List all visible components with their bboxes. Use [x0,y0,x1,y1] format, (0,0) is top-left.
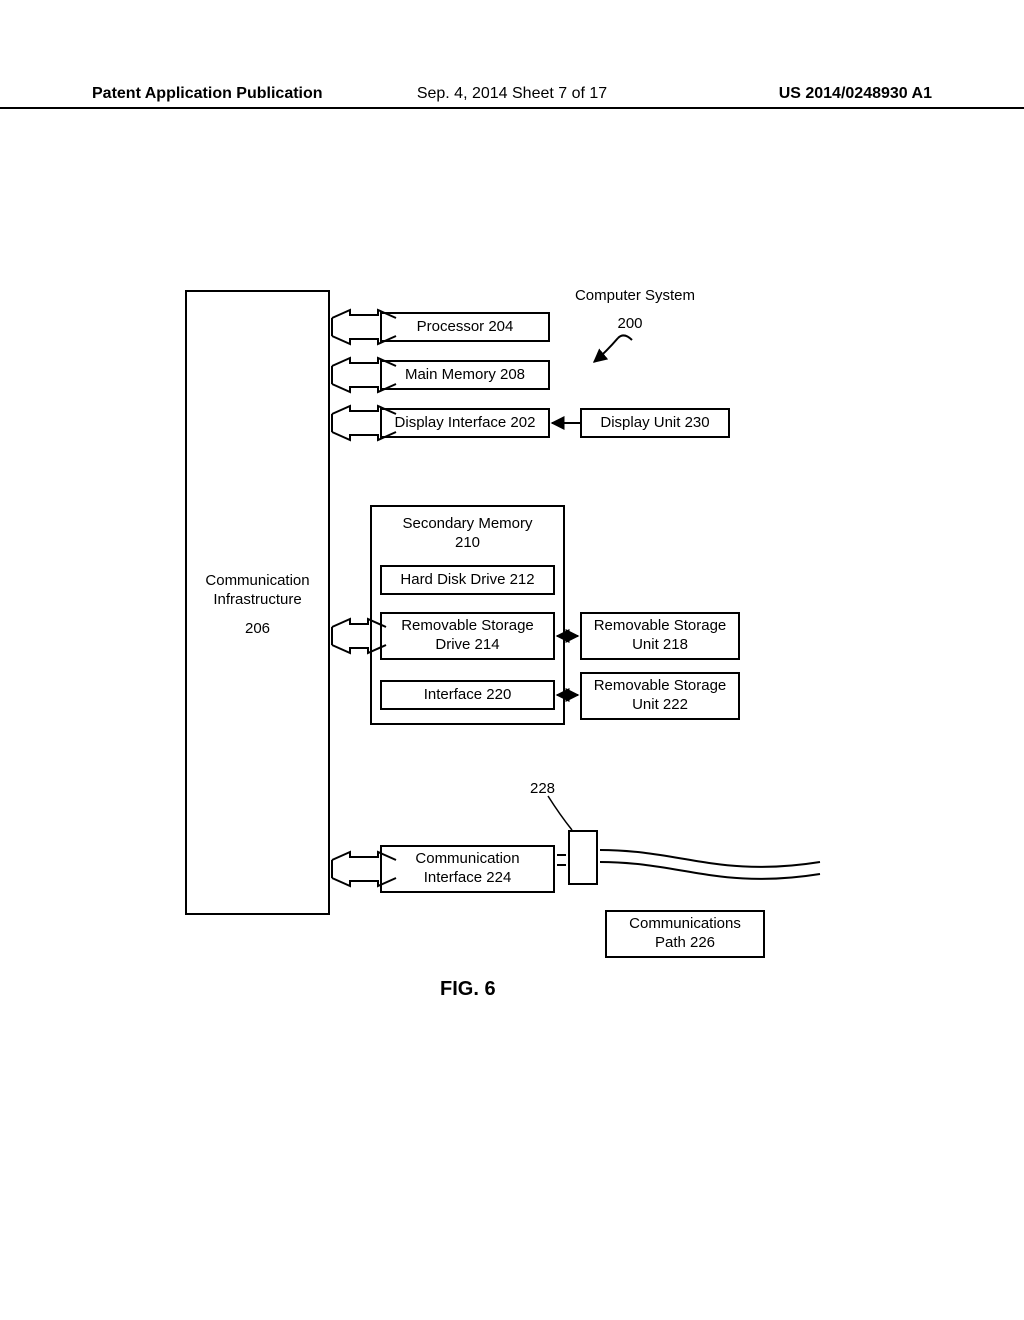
box-228-connector [568,830,598,885]
commpath-curve-bot [600,862,820,879]
bus-line1: Communication [205,572,309,591]
title-ref-200: 200 [600,315,660,334]
rsu1-l2: Unit 218 [632,636,688,655]
rsu2-l2: Unit 222 [632,696,688,715]
commpath-l2: Path 226 [655,934,715,953]
label-228: 228 [530,780,555,799]
box-removable-storage-unit-222: Removable Storage Unit 222 [580,672,740,720]
page: Patent Application Publication Sep. 4, 2… [0,0,1024,1320]
secmem-l1: Secondary Memory [402,515,532,534]
box-display-interface: Display Interface 202 [380,408,550,438]
dispif-label: Display Interface 202 [395,414,536,433]
hdd-label: Hard Disk Drive 212 [400,571,534,590]
box-main-memory: Main Memory 208 [380,360,550,390]
if220-label: Interface 220 [424,686,512,705]
box-communication-interface: Communication Interface 224 [380,845,555,893]
commpath-curve-top [600,850,820,867]
rsd-l1: Removable Storage [401,617,534,636]
processor-label: Processor 204 [417,318,514,337]
box-removable-storage-drive: Removable Storage Drive 214 [380,612,555,660]
rsd-l2: Drive 214 [435,636,499,655]
secmem-l2: 210 [455,534,480,553]
mainmem-label: Main Memory 208 [405,366,525,385]
box-hdd: Hard Disk Drive 212 [380,565,555,595]
rsu2-l1: Removable Storage [594,677,727,696]
box-display-unit: Display Unit 230 [580,408,730,438]
diagram: Computer System 200 Communication Infras… [0,0,1024,1320]
box-processor: Processor 204 [380,312,550,342]
dispunit-label: Display Unit 230 [600,414,709,433]
commpath-l1: Communications [629,915,741,934]
figure-caption: FIG. 6 [440,978,496,1001]
bus-ref: 206 [245,620,270,639]
box-removable-storage-unit-218: Removable Storage Unit 218 [580,612,740,660]
bus-communication-infrastructure: Communication Infrastructure 206 [185,290,330,915]
box-interface-220: Interface 220 [380,680,555,710]
title-computer-system: Computer System [555,287,715,306]
leader-228 [548,796,572,830]
title-line1: Computer System [575,287,695,304]
rsu1-l1: Removable Storage [594,617,727,636]
leader-200 [594,338,618,362]
bus-line2: Infrastructure [213,591,301,610]
commif-l1: Communication [415,850,519,869]
box-communications-path: Communications Path 226 [605,910,765,958]
leader-200-hook [618,335,632,340]
commif-l2: Interface 224 [424,869,512,888]
